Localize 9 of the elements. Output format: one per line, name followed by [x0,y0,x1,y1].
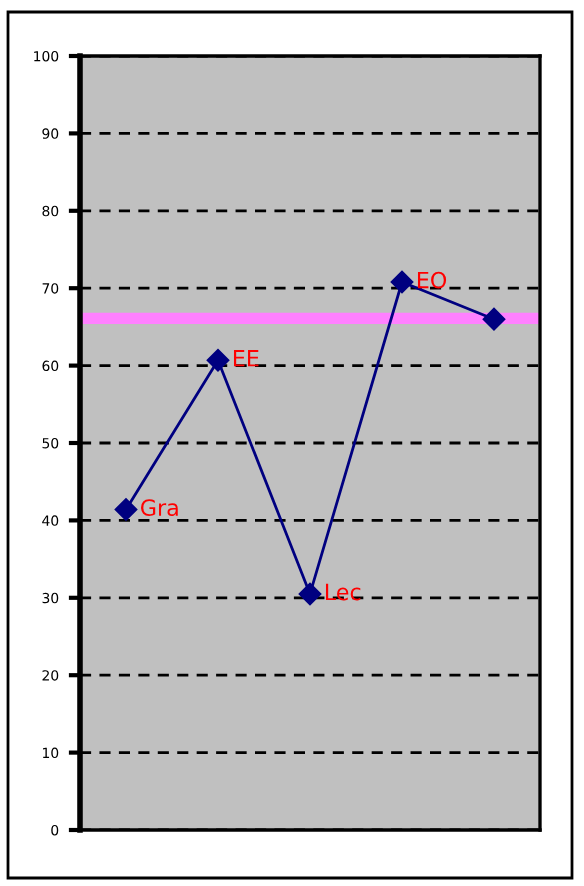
point [390,270,414,294]
point [114,498,138,521]
x-tick-label: Lec [325,583,361,601]
point [206,348,230,372]
x-tick-label: EO [417,271,447,289]
x-tick-label: Gra [141,499,178,517]
point [482,307,506,331]
x-tick-label: EE [233,350,259,367]
point [298,582,322,606]
